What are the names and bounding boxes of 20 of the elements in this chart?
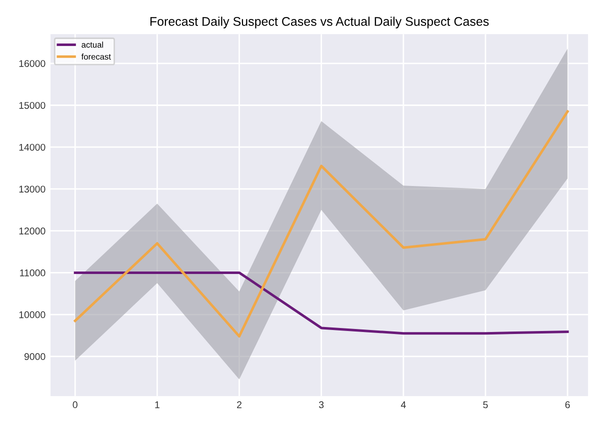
x-tick-label: 0 xyxy=(72,401,78,408)
y-tick-label: 9000 xyxy=(24,353,46,360)
x-tick-label: 1 xyxy=(155,401,160,408)
y-tick-label: 10000 xyxy=(19,311,46,318)
y-tick-label: 12000 xyxy=(19,228,46,234)
chart-title: Forecast Daily Suspect Cases vs Actual Daily Suspect Cases xyxy=(150,16,489,28)
y-tick-label: 16000 xyxy=(19,60,46,67)
x-tick-label: 6 xyxy=(565,401,570,408)
x-tick-label: 5 xyxy=(483,401,488,408)
x-tick-label: 3 xyxy=(318,401,324,408)
legend-label: actual xyxy=(82,42,104,48)
legend-label: forecast xyxy=(81,54,111,60)
y-tick-label: 11000 xyxy=(20,269,46,276)
line-series xyxy=(74,271,569,335)
x-tick-label: 4 xyxy=(400,401,406,408)
y-tick-label: 15000 xyxy=(19,102,46,109)
y-tick-label: 14000 xyxy=(19,144,46,151)
x-tick-label: 2 xyxy=(237,401,242,408)
line-series xyxy=(74,110,569,338)
y-tick-label: 13000 xyxy=(19,186,46,193)
